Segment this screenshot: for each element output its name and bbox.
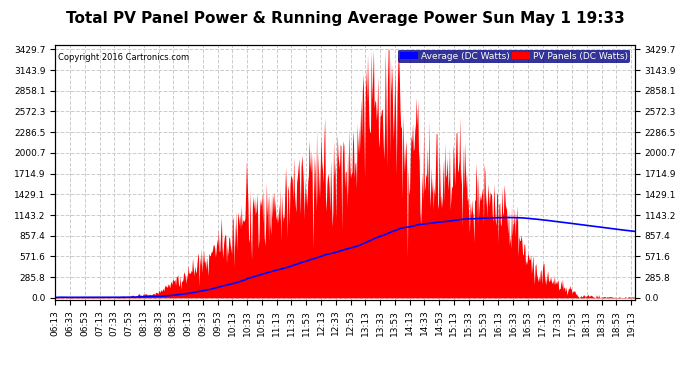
Text: Copyright 2016 Cartronics.com: Copyright 2016 Cartronics.com — [58, 53, 189, 62]
Legend: Average (DC Watts), PV Panels (DC Watts): Average (DC Watts), PV Panels (DC Watts) — [398, 50, 630, 63]
Text: Total PV Panel Power & Running Average Power Sun May 1 19:33: Total PV Panel Power & Running Average P… — [66, 11, 624, 26]
